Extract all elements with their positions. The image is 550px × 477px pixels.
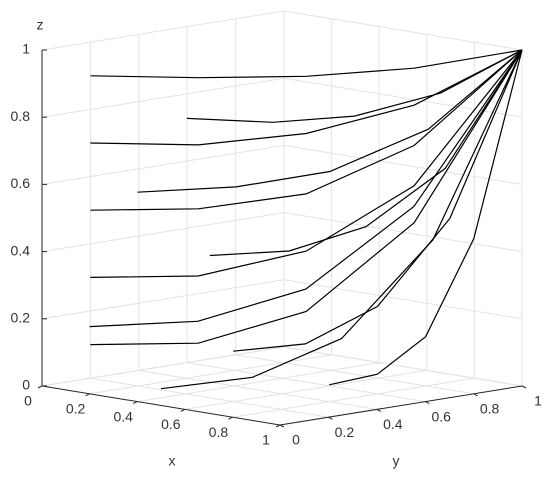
grid-line [41, 144, 285, 185]
x-tick [132, 401, 138, 405]
z-tick-label: 0.4 [11, 242, 31, 258]
curve [90, 49, 523, 79]
y-tick-label: 1 [534, 393, 542, 409]
grid-line [283, 10, 523, 51]
curve [137, 49, 523, 193]
y-tick [521, 385, 527, 389]
curve [186, 49, 523, 123]
grid-line [41, 77, 285, 118]
grid-line [283, 279, 523, 320]
y-axis-label: y [393, 453, 400, 469]
grid-line [235, 354, 474, 395]
x-tick [228, 416, 233, 420]
grid-line [283, 346, 523, 387]
x-tick [85, 393, 90, 397]
grid-line [283, 144, 523, 185]
grid-line [184, 369, 427, 410]
y-tick [376, 408, 382, 412]
grid-line [283, 77, 523, 118]
x-axis-label: x [169, 453, 176, 469]
grid-line [138, 369, 377, 410]
curve [209, 49, 523, 257]
grid-line [232, 377, 475, 418]
z-tick-label: 0.6 [11, 175, 31, 191]
y-tick-label: 0.8 [480, 401, 500, 417]
x-tick-label: 0.6 [161, 416, 181, 432]
curve [90, 49, 523, 278]
y-tick-label: 0.2 [335, 424, 355, 440]
x-tick [180, 408, 186, 412]
grid-line [41, 346, 285, 387]
y-tick [328, 416, 333, 420]
x-tick-label: 0 [24, 393, 32, 409]
x-axis [41, 385, 281, 426]
grid-line [41, 10, 285, 51]
x-tick-label: 0.8 [209, 424, 229, 440]
z-axis-label: z [37, 17, 44, 33]
curve [329, 49, 523, 386]
curve [90, 49, 523, 346]
curve [90, 49, 523, 146]
y-tick-label: 0.4 [383, 416, 403, 432]
x-tick-label: 0.2 [66, 401, 86, 417]
curve [233, 49, 523, 352]
z-tick-label: 0.2 [11, 310, 31, 326]
x-tick-label: 1 [262, 432, 270, 448]
y-tick-label: 0.6 [431, 408, 451, 424]
x-tick-label: 0.4 [113, 408, 133, 424]
grid-line [89, 354, 332, 395]
y-tick-label: 0 [292, 432, 300, 448]
z-tick-label: 1 [22, 41, 30, 57]
z-tick-label: 0 [22, 377, 30, 393]
grid-line [41, 279, 285, 320]
curve [89, 49, 523, 328]
y-axis [279, 385, 523, 426]
y-tick [424, 401, 430, 405]
grid-line [137, 362, 380, 403]
x-tick [37, 385, 43, 389]
grid-line [187, 362, 426, 403]
grid-line [41, 212, 285, 253]
curve [90, 49, 523, 211]
y-tick [473, 393, 478, 397]
grid-line [90, 377, 329, 418]
y-tick [279, 424, 285, 428]
x-tick [275, 424, 281, 428]
curve [160, 49, 523, 390]
z-tick-label: 0.8 [11, 108, 31, 124]
